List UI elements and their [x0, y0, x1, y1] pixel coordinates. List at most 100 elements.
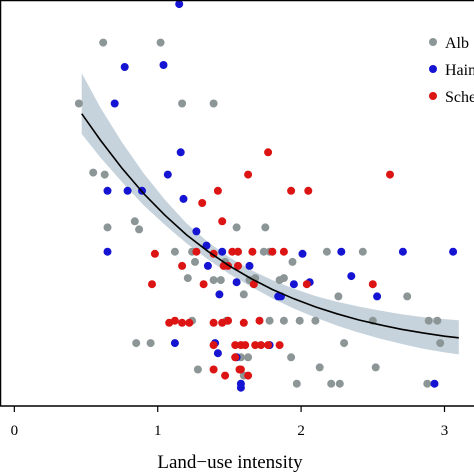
- data-point: [244, 170, 253, 179]
- data-point: [347, 272, 356, 281]
- confidence-band: [81, 73, 459, 355]
- data-point: [251, 341, 260, 350]
- data-point: [191, 257, 199, 266]
- data-point: [239, 290, 248, 299]
- data-point: [287, 186, 296, 195]
- legend-label-hain: Hain: [445, 62, 474, 79]
- data-point: [218, 217, 227, 226]
- data-point: [179, 194, 188, 203]
- data-point: [279, 316, 288, 325]
- data-point: [232, 223, 241, 232]
- data-point: [132, 339, 141, 348]
- data-point: [150, 249, 159, 258]
- data-point: [178, 261, 187, 270]
- data-point: [89, 168, 98, 177]
- data-point: [236, 383, 245, 392]
- data-point: [371, 363, 380, 372]
- data-point: [202, 241, 211, 250]
- x-tick-label: 3: [441, 423, 449, 439]
- data-point: [403, 292, 412, 301]
- data-point: [234, 247, 242, 256]
- data-point: [289, 280, 298, 289]
- data-point: [192, 247, 201, 256]
- data-point: [209, 365, 218, 374]
- data-point: [373, 292, 382, 301]
- data-point: [334, 292, 343, 301]
- data-point: [100, 170, 109, 179]
- data-point: [275, 341, 284, 350]
- data-point: [209, 341, 218, 350]
- data-point: [302, 280, 311, 289]
- data-point: [279, 247, 288, 256]
- data-point: [176, 148, 185, 157]
- data-point: [103, 223, 112, 232]
- data-point: [203, 261, 212, 270]
- data-point: [292, 379, 301, 388]
- data-point: [213, 349, 222, 358]
- data-point: [130, 217, 139, 226]
- data-point: [231, 353, 240, 362]
- data-point: [192, 227, 201, 236]
- data-point: [368, 280, 377, 289]
- data-point: [209, 276, 218, 285]
- data-point: [156, 38, 165, 47]
- data-point: [430, 379, 439, 388]
- legend: Alb Hain Sche: [429, 35, 474, 106]
- data-point: [209, 318, 218, 327]
- data-point: [148, 280, 156, 289]
- data-point: [170, 316, 179, 325]
- data-point: [398, 247, 407, 256]
- data-point: [99, 38, 108, 47]
- x-axis-ticks: 0 1 2 3: [11, 406, 449, 439]
- data-point: [257, 341, 265, 350]
- data-point: [163, 170, 172, 179]
- data-point: [268, 247, 277, 256]
- data-point: [358, 247, 367, 256]
- data-points-layer: [74, 0, 458, 392]
- legend-marker-hain: [429, 65, 437, 73]
- data-point: [146, 339, 155, 348]
- data-point: [311, 316, 320, 325]
- legend-label-sche: Sche: [445, 89, 474, 106]
- data-point: [386, 170, 394, 179]
- data-point: [234, 261, 242, 270]
- data-point: [221, 371, 230, 380]
- data-point: [183, 274, 192, 283]
- data-point: [433, 316, 442, 325]
- data-point: [248, 247, 257, 256]
- data-point: [315, 363, 324, 372]
- data-point: [287, 353, 296, 362]
- data-point: [178, 318, 187, 327]
- x-tick-label: 1: [154, 423, 162, 439]
- data-point: [216, 276, 225, 285]
- data-point: [298, 249, 307, 258]
- x-axis-title: Land−use intensity: [157, 452, 303, 473]
- data-point: [423, 379, 432, 388]
- data-point: [235, 365, 244, 374]
- data-point: [120, 63, 129, 71]
- data-point: [178, 99, 187, 108]
- data-point: [249, 280, 258, 289]
- data-point: [265, 316, 274, 325]
- data-point: [449, 247, 458, 256]
- data-point: [110, 99, 119, 108]
- data-point: [264, 148, 273, 157]
- data-point: [304, 186, 313, 195]
- data-point: [228, 247, 237, 256]
- fit-line: [81, 113, 459, 339]
- data-point: [231, 341, 240, 350]
- data-point: [424, 316, 433, 325]
- data-point: [224, 316, 232, 325]
- data-point: [185, 318, 194, 327]
- x-tick-label: 0: [11, 423, 19, 439]
- data-point: [215, 290, 224, 299]
- data-point: [340, 339, 349, 348]
- data-point: [245, 261, 254, 270]
- data-point: [103, 247, 112, 256]
- series-sche: [148, 148, 394, 380]
- data-point: [199, 280, 208, 289]
- data-point: [159, 61, 168, 69]
- data-point: [264, 341, 273, 350]
